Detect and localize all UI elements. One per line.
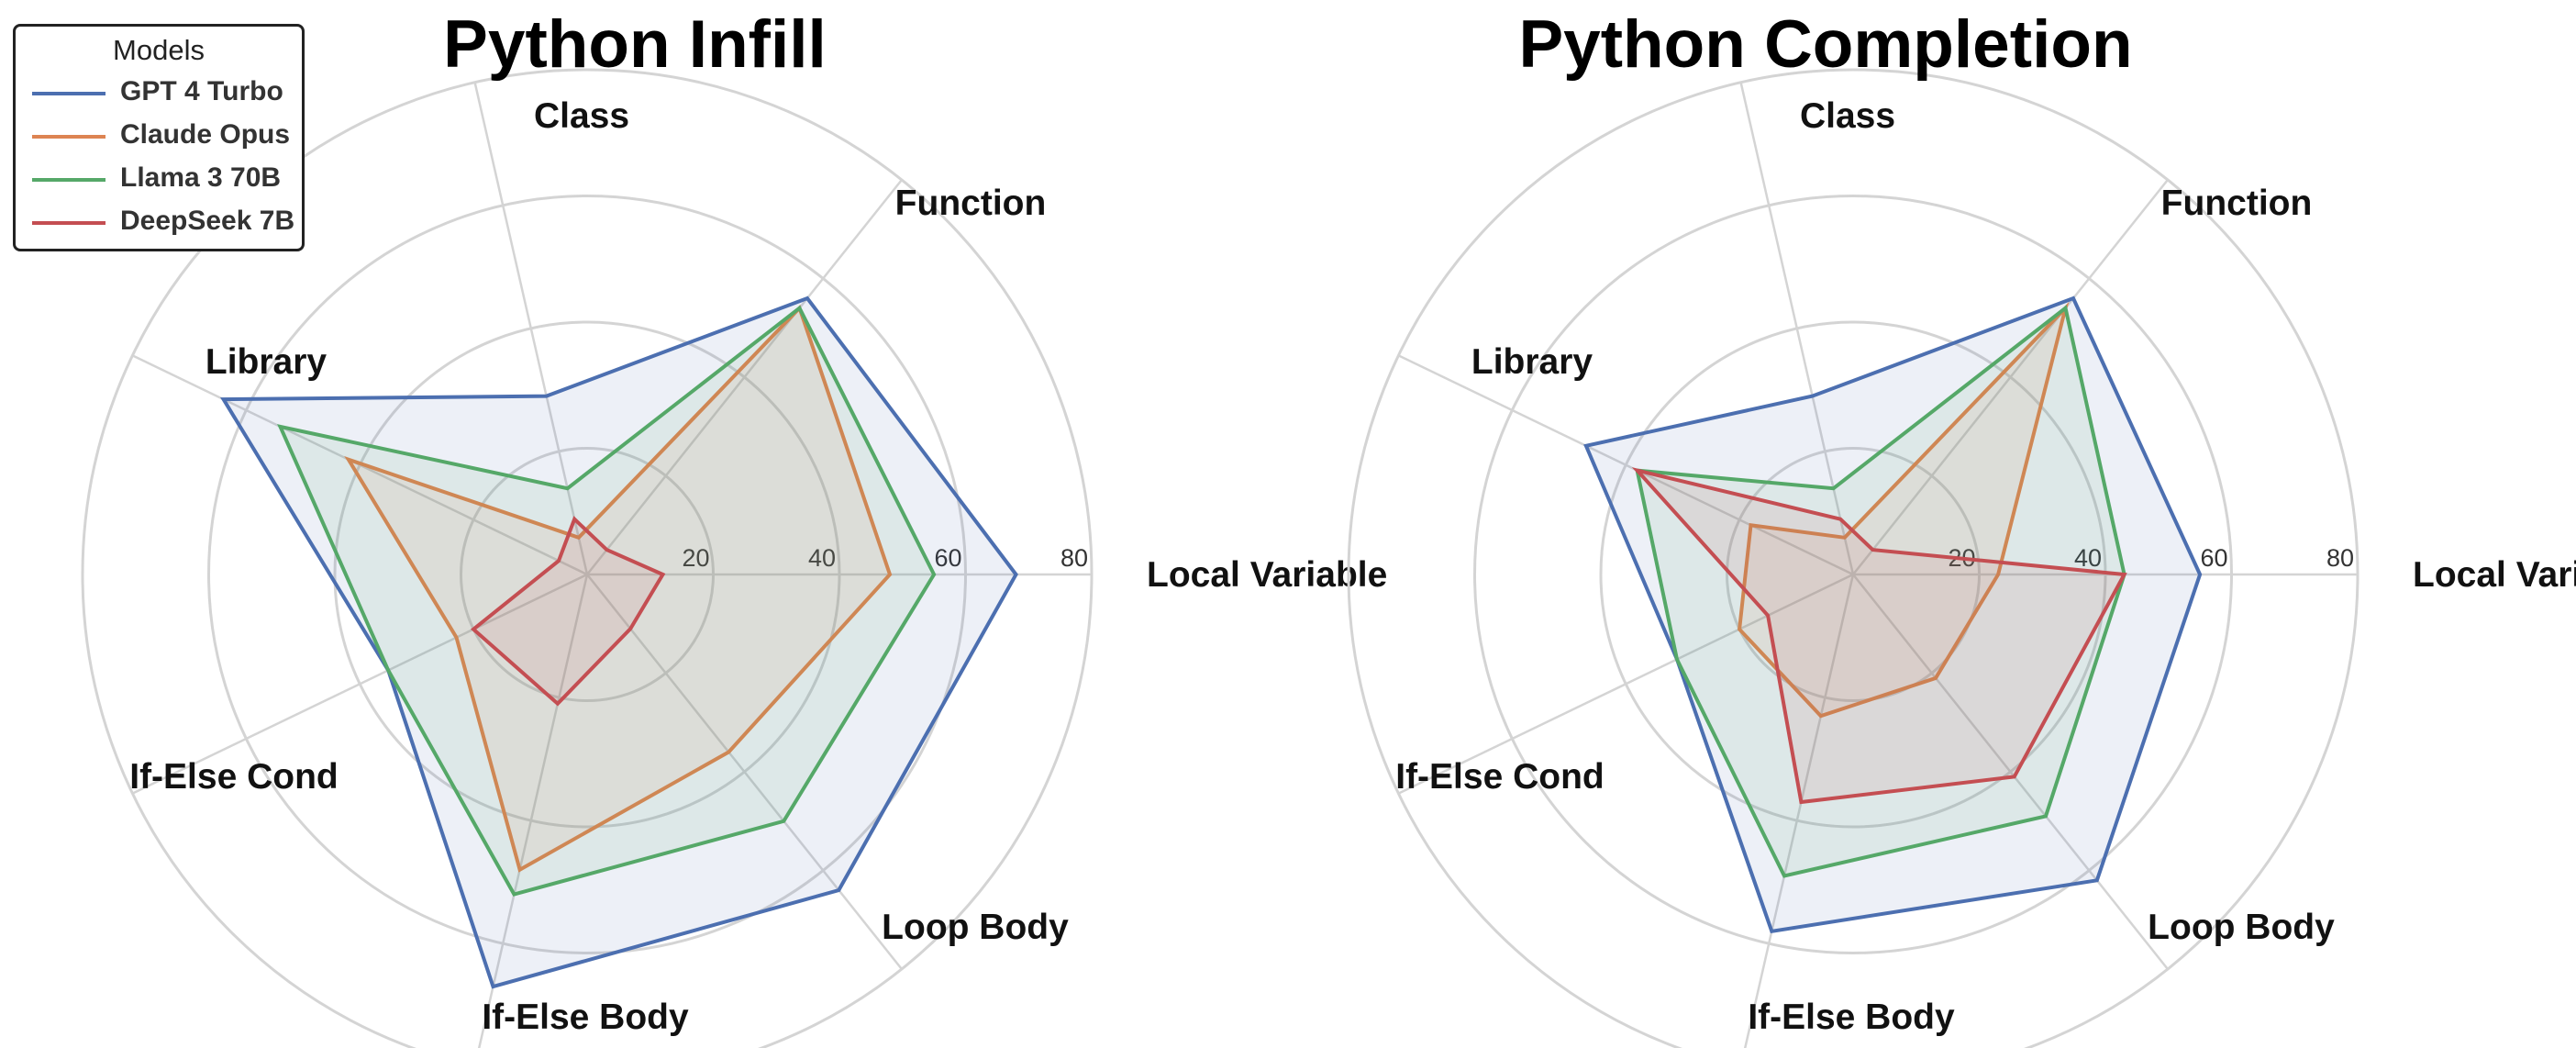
legend-label: GPT 4 Turbo xyxy=(120,76,283,106)
spoke-loop-body xyxy=(1852,574,2169,970)
spoke-function xyxy=(586,179,903,575)
legend: Models GPT 4 Turbo Claude Opus Llama 3 7… xyxy=(13,24,305,251)
series-gpt-4-turbo xyxy=(220,295,1018,989)
chart-title: Python Completion xyxy=(1518,7,2132,82)
legend-item-gpt-4-turbo: GPT 4 Turbo xyxy=(32,74,298,111)
spoke-if-else-cond xyxy=(131,573,588,795)
series-deepseek-7b xyxy=(470,516,666,707)
legend-label: Llama 3 70B xyxy=(120,162,282,193)
axis-label-function: Function xyxy=(895,184,1047,223)
series-llama-3-70b xyxy=(277,305,937,897)
r-tick-label: 20 xyxy=(682,544,709,572)
r-tick-label: 40 xyxy=(2074,544,2102,572)
legend-swatch xyxy=(32,135,105,139)
r-tick-label: 80 xyxy=(1060,544,1088,572)
r-tick-label: 60 xyxy=(2200,544,2227,572)
legend-item-deepseek-7b: DeepSeek 7B xyxy=(32,204,298,240)
spoke-library xyxy=(1397,354,1854,576)
series-deepseek-7b xyxy=(1631,467,2127,805)
series-claude-opus xyxy=(1738,301,2070,719)
legend-item-llama-3-70b: Llama 3 70B xyxy=(32,161,298,197)
spoke-if-else-cond xyxy=(1397,573,1854,795)
axis-label-class: Class xyxy=(1800,96,1895,136)
series-claude-opus xyxy=(344,304,893,873)
axis-label-function: Function xyxy=(2161,184,2313,223)
legend-swatch xyxy=(32,221,105,225)
chart-title: Python Infill xyxy=(443,7,827,82)
spoke-if-else-body xyxy=(1743,574,1855,1048)
series-gpt-4-turbo xyxy=(1583,295,2203,934)
r-tick-label: 60 xyxy=(934,544,961,572)
spoke-class xyxy=(473,82,589,575)
axis-label-library: Library xyxy=(205,342,328,382)
spoke-function xyxy=(1852,179,2169,575)
legend-label: DeepSeek 7B xyxy=(120,206,295,236)
axis-label-if-else-body: If-Else Body xyxy=(482,998,689,1037)
legend-label: Claude Opus xyxy=(120,119,291,150)
series-llama-3-70b xyxy=(1635,305,2126,878)
axis-label-loop-body: Loop Body xyxy=(2148,908,2335,947)
axis-label-class: Class xyxy=(534,96,629,136)
axis-label-library: Library xyxy=(1471,342,1593,382)
axis-label-if-else-cond: If-Else Cond xyxy=(129,757,339,797)
legend-swatch xyxy=(32,92,105,95)
r-tick-label: 40 xyxy=(808,544,836,572)
spoke-loop-body xyxy=(586,574,903,970)
axis-label-if-else-cond: If-Else Cond xyxy=(1395,757,1604,797)
legend-swatch xyxy=(32,178,105,182)
axis-label-if-else-body: If-Else Body xyxy=(1748,998,1955,1037)
python-infill-chart: 20 40 60 80 Local Variable Function Class Libra… xyxy=(81,7,1387,1048)
axis-label-loop-body: Loop Body xyxy=(882,908,1069,947)
legend-item-claude-opus: Claude Opus xyxy=(32,117,298,154)
axis-label-local-variable: Local Variable xyxy=(1147,555,1387,595)
legend-title: Models xyxy=(113,34,205,66)
r-tick-label: 80 xyxy=(2326,544,2354,572)
spoke-class xyxy=(1739,82,1855,575)
axis-label-local-variable: Local Variable xyxy=(2413,555,2576,595)
